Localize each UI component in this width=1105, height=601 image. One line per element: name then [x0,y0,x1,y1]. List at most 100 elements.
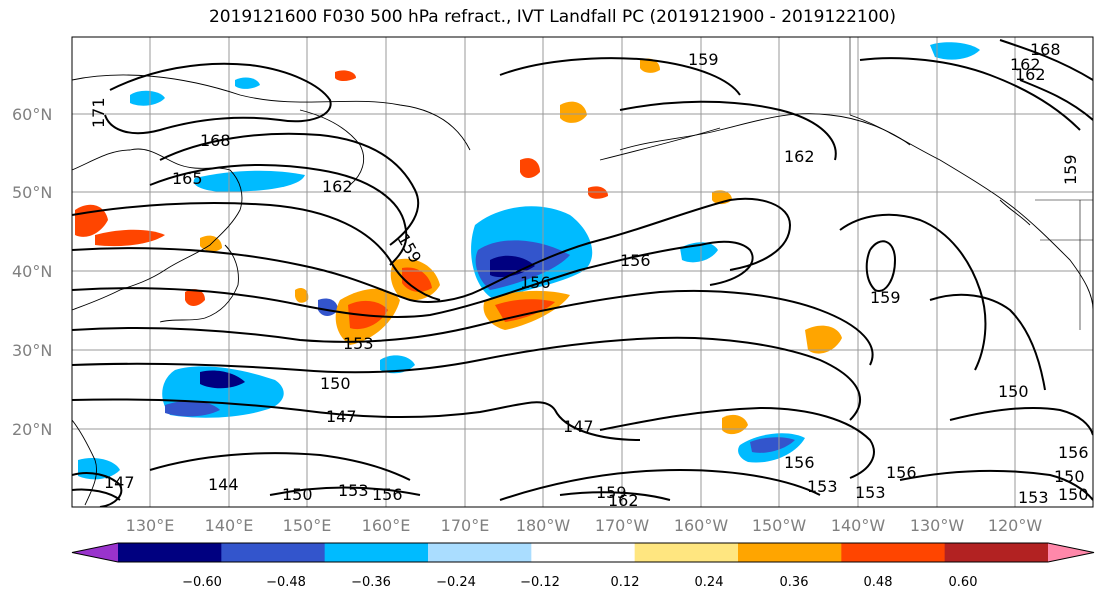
coastline-asia [72,148,243,311]
contour-label: 153 [807,477,838,496]
political-borders [849,37,1093,330]
colorbar-swatch [221,543,326,562]
contour-label: 150 [1054,467,1085,486]
colorbar-tick-label: 0.48 [864,575,893,590]
neg-anomaly-small-1 [235,77,260,89]
contour-east-1 [839,213,987,371]
gridlines [72,37,1093,507]
lat-tick-label: 60°N [12,105,52,124]
neg-anomaly-south-japan-mid [165,400,220,417]
colorbar-tick-label: 0.24 [695,575,724,590]
lat-tick-label: 50°N [12,183,52,202]
contour-label-group: 171 168 165 162 159 156 153 150 147 144 … [89,40,1089,510]
colorbar-swatch [738,543,842,562]
colorbar-extend-max [1048,543,1094,562]
coastline-aleutians [599,127,721,161]
contour-south-2 [499,468,821,501]
contour-label: 162 [608,491,639,510]
colorbar-tick-label: 0.36 [780,575,809,590]
pos-anomaly-north-4 [335,70,356,81]
lon-tick-label: 130°W [910,516,965,535]
lon-tick-label: 140°W [831,516,886,535]
contour-147 [72,398,641,441]
lat-tick-label: 20°N [12,420,52,439]
contour-east-2 [929,293,1046,391]
contour-168 [159,132,420,246]
contour-bottom-3 [899,469,1093,501]
contour-label: 159 [596,483,627,502]
colorbar-swatch [118,543,222,562]
contour-label: 147 [326,407,357,426]
contour-label: 159 [1061,154,1080,185]
neg-anomaly-alaska [930,42,980,60]
lat-tick-label: 40°N [12,262,52,281]
colorbar-swatch [944,543,1049,562]
colorbar [71,542,1095,563]
colorbar-tick-label: −0.60 [182,575,222,590]
colorbar-swatch [324,543,429,562]
contour-label: 162 [1010,55,1041,74]
coastline-siberia [72,74,471,151]
contour-label: 156 [1058,443,1089,462]
contour-label: 159 [688,50,719,69]
contour-label: 162 [784,147,815,166]
height-contours [72,39,1093,507]
pos-anomaly-north-2 [520,158,540,178]
contour-label: 153 [1018,488,1049,507]
anomaly-shading [75,42,980,480]
neg-anomaly-bottom-left [78,458,120,480]
pos-anomaly-north-3 [588,186,608,199]
contour-sw-1 [72,472,123,507]
contour-ne-3 [1019,79,1093,121]
contour-165 [149,164,408,266]
neg-anomaly-core [490,255,535,278]
contour-label: 147 [104,473,135,492]
contour-east-3 [949,407,1093,436]
coastline-alaska-west [619,113,911,151]
neg-anomaly-small-3 [380,355,415,374]
contour-label: 153 [855,483,886,502]
contour-north-1 [499,57,741,96]
colorbar-swatch [428,543,532,562]
neg-anomaly-okhotsk [193,170,305,192]
lon-tick-label: 180°W [516,516,571,535]
contour-ne-1 [859,57,1081,131]
lon-axis: 130°E 140°E 150°E 160°E 170°E 180°W 170°… [126,516,1043,535]
colorbar-tick-label: 0.60 [949,575,978,590]
colorbar-tick-label: −0.36 [351,575,391,590]
contour-162 [72,202,441,301]
pos-anomaly-korea-band [95,229,165,247]
lon-tick-label: 140°E [205,516,254,535]
colorbar-swatch [634,543,739,562]
coastlines [72,74,1093,506]
contour-label: 150 [282,485,313,504]
contour-label: 150 [998,382,1029,401]
contour-bottom-1 [269,486,421,496]
lon-tick-label: 150°W [752,516,807,535]
contour-label: 156 [620,251,651,270]
lon-tick-label: 160°E [362,516,411,535]
colorbar-tick-label: 0.12 [611,575,640,590]
pos-anomaly-north-1 [560,101,587,123]
contour-144 [149,452,411,481]
contour-label: 147 [563,417,594,436]
contour-label: 150 [320,374,351,393]
neg-anomaly-south-japan-core [200,370,245,389]
plot-frame [71,36,1094,508]
map-title: 2019121600 F030 500 hPa refract., IVT La… [208,7,896,27]
pos-anomaly-hawaii [722,414,748,435]
colorbar-tick-label: −0.24 [436,575,476,590]
pos-anomaly-ne-pacific [805,325,842,354]
pos-anomaly-small-5 [295,288,309,303]
contour-bottom-2 [559,491,671,501]
coastline-japan [159,244,239,323]
coastline-bc [999,199,1031,226]
contour-north-2 [619,100,837,161]
contour-label: 156 [372,485,403,504]
lon-tick-label: 120°W [988,516,1043,535]
lon-tick-label: 170°E [441,516,490,535]
pos-anomaly-wave-core [402,267,432,292]
contour-159 [72,197,792,303]
lon-tick-label: 150°E [283,516,332,535]
